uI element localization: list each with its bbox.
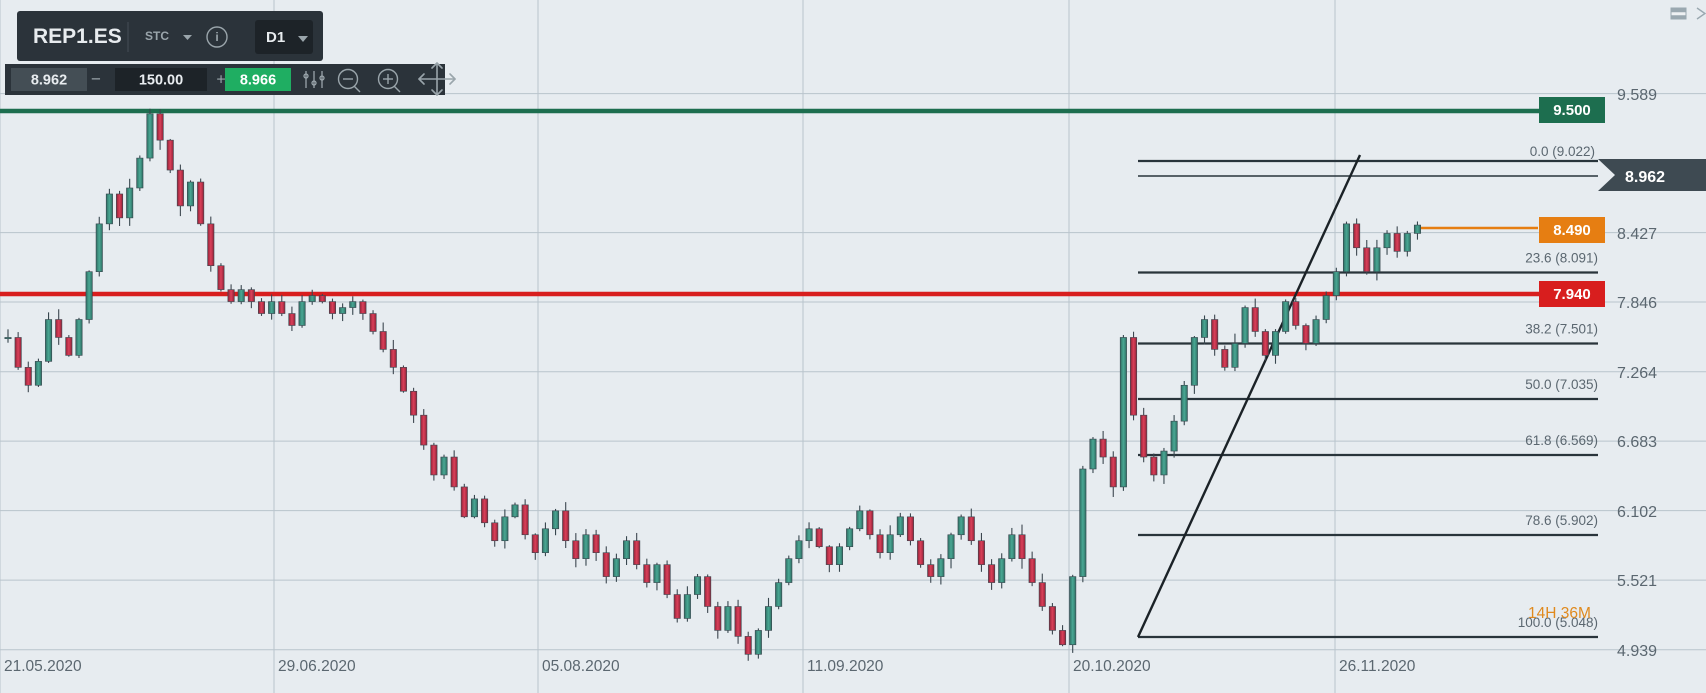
svg-text:9.500: 9.500 (1553, 102, 1591, 119)
svg-text:8.962: 8.962 (1625, 169, 1665, 186)
svg-text:0.0 (9.022): 0.0 (9.022) (1530, 144, 1595, 159)
svg-text:14H 36M: 14H 36M (1528, 605, 1591, 622)
svg-text:5.521: 5.521 (1617, 573, 1657, 590)
svg-text:61.8 (6.569): 61.8 (6.569) (1525, 433, 1598, 448)
svg-text:D1: D1 (266, 29, 285, 46)
svg-text:8.962: 8.962 (31, 73, 67, 89)
svg-text:8.427: 8.427 (1617, 226, 1657, 243)
svg-text:6.683: 6.683 (1617, 434, 1657, 451)
svg-text:7.846: 7.846 (1617, 295, 1657, 312)
svg-text:05.08.2020: 05.08.2020 (542, 658, 620, 675)
svg-text:11.09.2020: 11.09.2020 (807, 658, 884, 675)
svg-text:7.264: 7.264 (1617, 365, 1657, 382)
svg-text:26.11.2020: 26.11.2020 (1339, 658, 1416, 675)
svg-text:50.0 (7.035): 50.0 (7.035) (1525, 377, 1598, 392)
svg-text:9.589: 9.589 (1617, 87, 1657, 104)
svg-text:−: − (91, 70, 101, 89)
svg-text:REP1.ES: REP1.ES (33, 25, 122, 48)
svg-text:20.10.2020: 20.10.2020 (1073, 658, 1151, 675)
svg-text:23.6 (8.091): 23.6 (8.091) (1525, 251, 1598, 266)
svg-text:38.2 (7.501): 38.2 (7.501) (1525, 322, 1598, 337)
svg-text:i: i (215, 30, 218, 44)
svg-text:STC: STC (145, 29, 169, 43)
svg-text:6.102: 6.102 (1617, 504, 1657, 521)
svg-text:8.490: 8.490 (1553, 222, 1591, 239)
svg-text:150.00: 150.00 (139, 73, 183, 89)
svg-text:+: + (216, 72, 225, 89)
svg-text:21.05.2020: 21.05.2020 (4, 658, 82, 675)
svg-text:78.6 (5.902): 78.6 (5.902) (1525, 513, 1598, 528)
svg-text:7.940: 7.940 (1553, 286, 1591, 303)
svg-text:29.06.2020: 29.06.2020 (278, 658, 356, 675)
svg-text:8.966: 8.966 (240, 73, 276, 89)
svg-text:4.939: 4.939 (1617, 643, 1657, 660)
